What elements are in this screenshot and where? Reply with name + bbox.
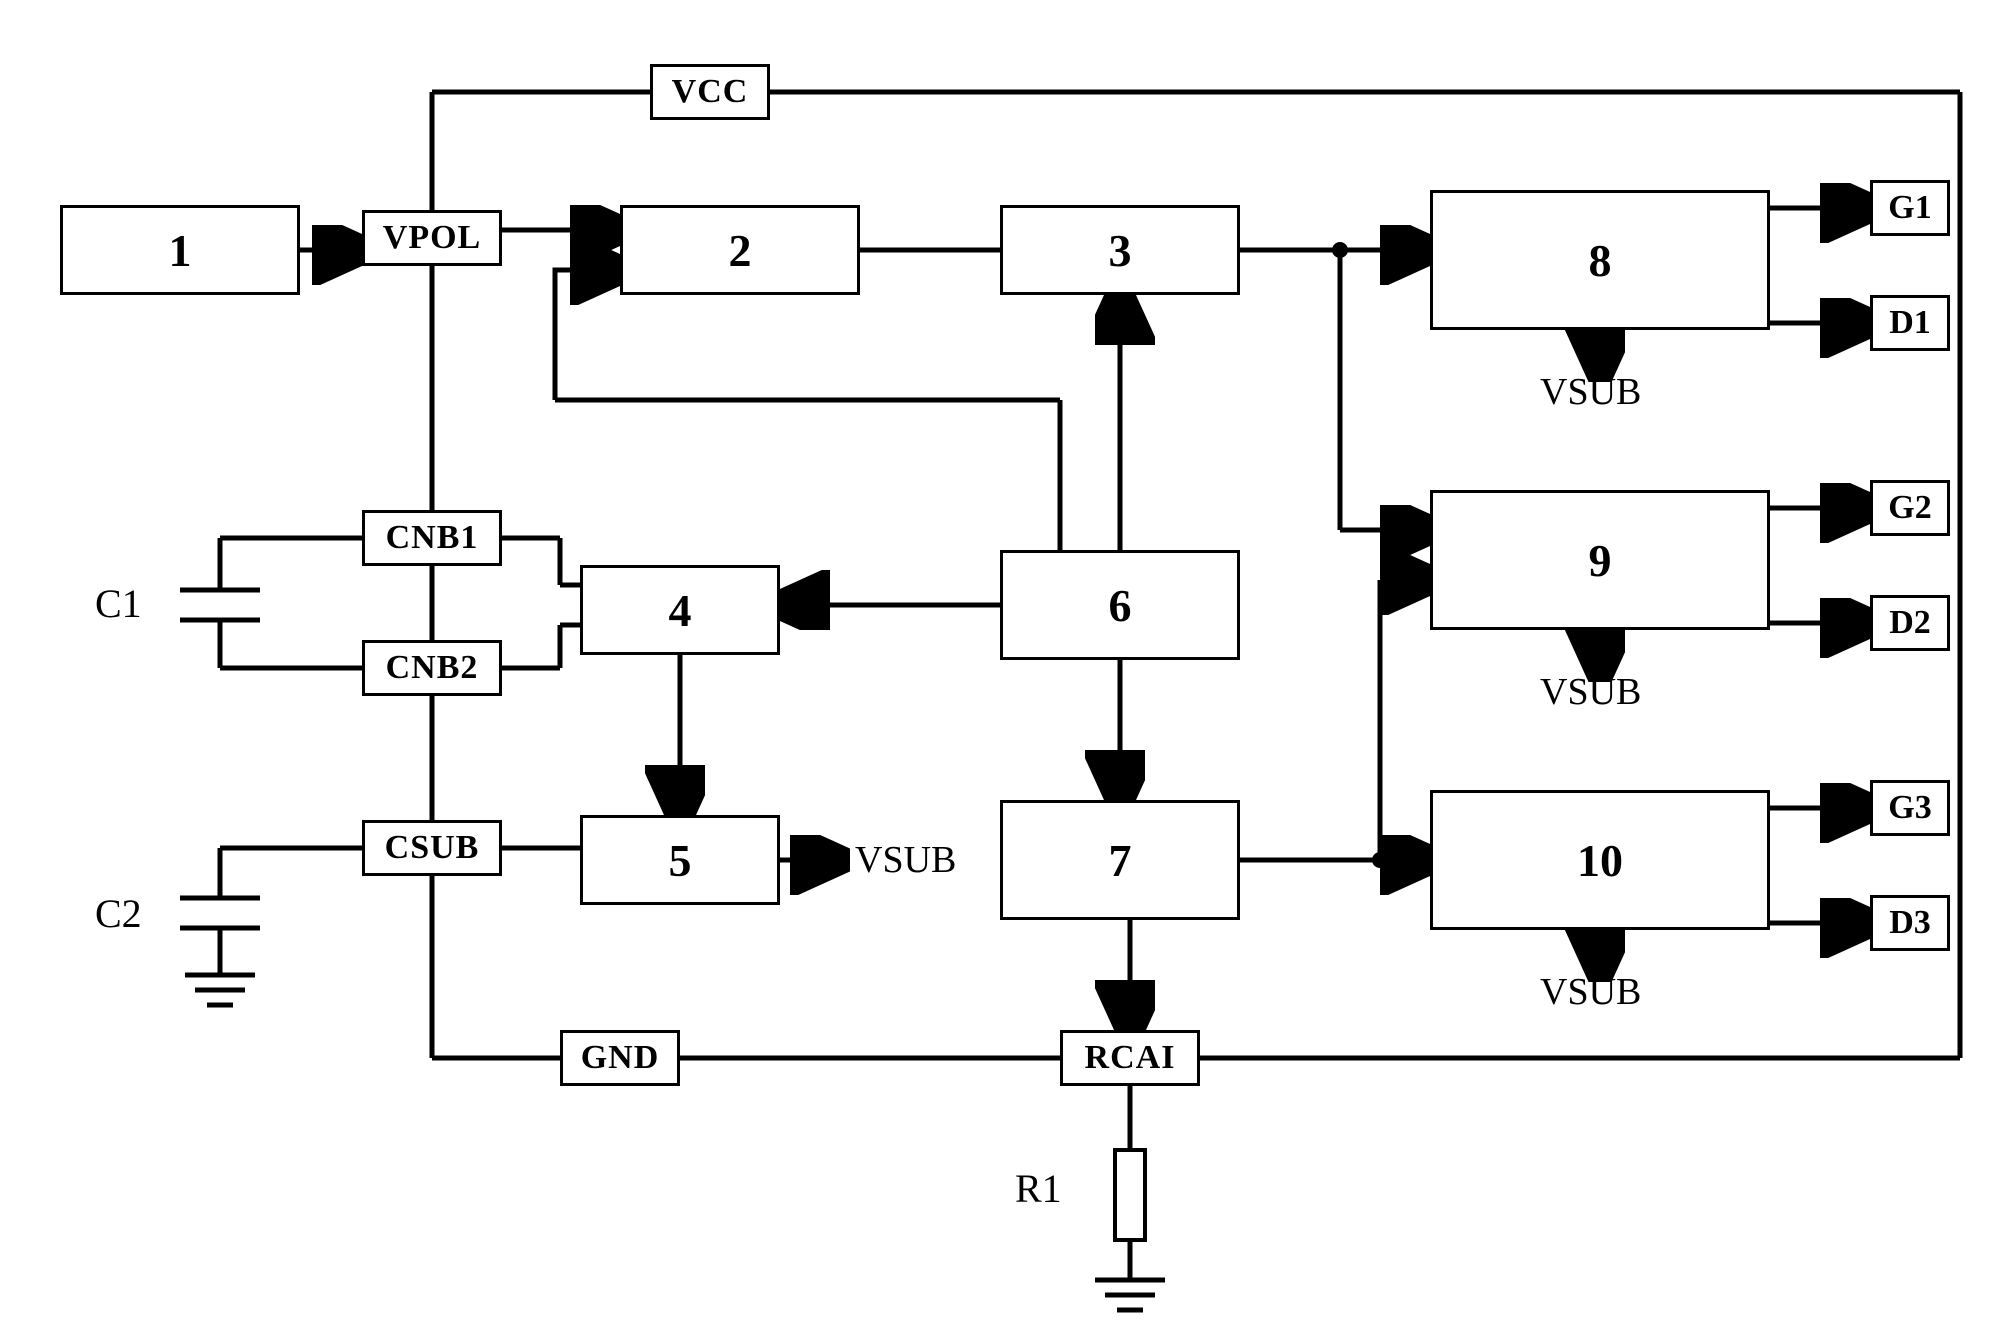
pin-g3: G3 [1870, 780, 1950, 836]
pin-csub: CSUB [362, 820, 502, 876]
pin-d2: D2 [1870, 595, 1950, 651]
pin-g1: G1 [1870, 180, 1950, 236]
label-vsub8-text: VSUB [1540, 371, 1641, 413]
label-vsub9-text: VSUB [1540, 671, 1641, 713]
label-c2-text: C2 [95, 891, 142, 936]
label-r1: R1 [1015, 1165, 1062, 1212]
label-r1-text: R1 [1015, 1166, 1062, 1211]
block-4: 4 [580, 565, 780, 655]
block-7-label: 7 [1109, 834, 1132, 887]
block-3-label: 3 [1109, 224, 1132, 277]
block-5-label: 5 [669, 834, 692, 887]
pin-vcc-label: VCC [672, 73, 749, 111]
pin-cnb2-label: CNB2 [386, 649, 479, 687]
pin-d3-label: D3 [1889, 904, 1931, 942]
block-10-label: 10 [1577, 834, 1623, 887]
block-8-label: 8 [1589, 234, 1612, 287]
pin-g2-label: G2 [1888, 489, 1931, 527]
label-vsub8: VSUB [1540, 370, 1641, 414]
pin-vcc: VCC [650, 64, 770, 120]
block-2-label: 2 [729, 224, 752, 277]
label-vsub9: VSUB [1540, 670, 1641, 714]
label-c1: C1 [95, 580, 142, 627]
block-6: 6 [1000, 550, 1240, 660]
pin-d1-label: D1 [1889, 304, 1931, 342]
block-1: 1 [60, 205, 300, 295]
block-diagram-root: 1 2 3 4 5 6 7 8 9 10 VCC VPOL CNB1 CNB2 … [0, 0, 2003, 1326]
pin-rcai-label: RCAI [1085, 1039, 1176, 1077]
block-3: 3 [1000, 205, 1240, 295]
label-c1-text: C1 [95, 581, 142, 626]
label-vsub10-text: VSUB [1540, 971, 1641, 1013]
pin-d1: D1 [1870, 295, 1950, 351]
block-10: 10 [1430, 790, 1770, 930]
block-6-label: 6 [1109, 579, 1132, 632]
pin-d3: D3 [1870, 895, 1950, 951]
block-1-label: 1 [169, 224, 192, 277]
block-2: 2 [620, 205, 860, 295]
block-8: 8 [1430, 190, 1770, 330]
pin-rcai: RCAI [1060, 1030, 1200, 1086]
pin-gnd: GND [560, 1030, 680, 1086]
pin-d2-label: D2 [1889, 604, 1931, 642]
pin-vpol-label: VPOL [383, 219, 481, 257]
block-9: 9 [1430, 490, 1770, 630]
label-vsub10: VSUB [1540, 970, 1641, 1014]
pin-cnb2: CNB2 [362, 640, 502, 696]
pin-g2: G2 [1870, 480, 1950, 536]
label-vsub1-text: VSUB [855, 839, 956, 881]
block-4-label: 4 [669, 584, 692, 637]
block-5: 5 [580, 815, 780, 905]
pin-csub-label: CSUB [385, 829, 480, 867]
pin-cnb1: CNB1 [362, 510, 502, 566]
pin-cnb1-label: CNB1 [386, 519, 479, 557]
pin-g3-label: G3 [1888, 789, 1931, 827]
label-c2: C2 [95, 890, 142, 937]
pin-gnd-label: GND [581, 1039, 660, 1077]
block-9-label: 9 [1589, 534, 1612, 587]
pin-vpol: VPOL [362, 210, 502, 266]
label-vsub1: VSUB [855, 838, 956, 882]
block-7: 7 [1000, 800, 1240, 920]
pin-g1-label: G1 [1888, 189, 1931, 227]
